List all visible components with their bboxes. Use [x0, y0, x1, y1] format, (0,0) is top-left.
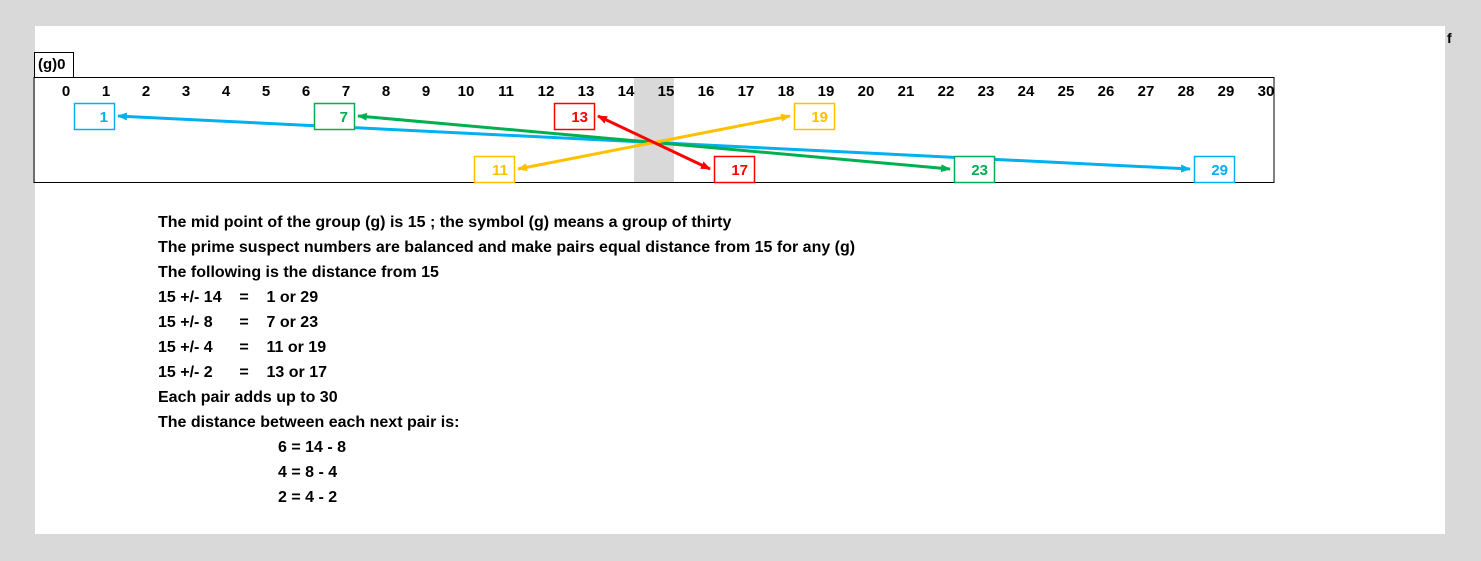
axis-number: 25 [1058, 83, 1075, 100]
axis-number: 1 [102, 83, 110, 100]
number-box-19: 19 [793, 102, 836, 131]
number-box-13: 13 [553, 102, 596, 131]
number-box-label: 19 [811, 109, 828, 126]
number-box-frame [953, 155, 996, 184]
number-boxes: 1 29 7 23 11 19 13 17 [73, 102, 1236, 184]
group-label: (g)0 [34, 52, 74, 77]
number-box-label: 29 [1211, 162, 1228, 179]
number-line-frame [33, 77, 1275, 183]
explanation-text: The mid point of the group (g) is 15 ; t… [158, 210, 855, 510]
axis-number: 7 [342, 83, 350, 100]
number-box-frame [713, 155, 756, 184]
note-line: The prime suspect numbers are balanced a… [158, 239, 856, 256]
axis-number: 26 [1098, 83, 1115, 100]
axis-number: 28 [1178, 83, 1195, 100]
number-box-label: 23 [971, 162, 988, 179]
axis-number: 15 [658, 83, 675, 100]
axis-number: 9 [422, 83, 430, 100]
axis-number: 0 [62, 83, 70, 100]
axis-number: 17 [738, 83, 755, 100]
axis-number: 19 [818, 83, 835, 100]
axis-number: 4 [222, 83, 231, 100]
number-box-7: 7 [313, 102, 356, 131]
axis-number: 27 [1138, 83, 1155, 100]
axis-number: 22 [938, 83, 955, 100]
number-box-11: 11 [473, 155, 516, 184]
axis-number: 23 [978, 83, 995, 100]
axis-number: 5 [262, 83, 270, 100]
pair-arrows [117, 112, 1191, 173]
number-box-label: 7 [340, 109, 348, 126]
note-line: The following is the distance from 15 [158, 264, 439, 281]
axis-number: 21 [898, 83, 915, 100]
axis-numbers: 0 1 2 3 4 5 6 7 8 9 10 11 12 13 14 15 16 17 18 19 20 21 22 23 24… [62, 83, 1275, 100]
axis-number: 30 [1258, 83, 1275, 100]
note-line: The distance between each next pair is: [158, 414, 460, 431]
calc-row: 4 = 8 - 4 [278, 464, 338, 481]
axis-number: 20 [858, 83, 875, 100]
number-box-label: 13 [571, 109, 588, 126]
axis-number: 24 [1018, 83, 1035, 100]
distance-row: 15 +/- 4 = 11 or 19 [158, 339, 327, 356]
distance-row: 15 +/- 14 = 1 or 29 [158, 289, 319, 306]
number-box-label: 17 [731, 162, 748, 179]
note-line: Each pair adds up to 30 [158, 389, 338, 406]
axis-number: 3 [182, 83, 190, 100]
number-box-frame [313, 102, 356, 131]
axis-number: 10 [458, 83, 475, 100]
number-box-1: 1 [73, 102, 116, 131]
number-box-frame [553, 102, 596, 131]
axis-number: 16 [698, 83, 715, 100]
calc-row: 6 = 14 - 8 [278, 439, 347, 456]
number-box-frame [1193, 155, 1236, 184]
note-line: The mid point of the group (g) is 15 ; t… [158, 214, 732, 231]
number-box-29: 29 [1193, 155, 1236, 184]
corner-label: f [1447, 30, 1452, 46]
axis-number: 6 [302, 83, 310, 100]
distance-row: 15 +/- 8 = 7 or 23 [158, 314, 319, 331]
calc-row: 2 = 4 - 2 [278, 489, 338, 506]
axis-number: 13 [578, 83, 595, 100]
axis-number: 2 [142, 83, 150, 100]
distance-row: 15 +/- 2 = 13 or 17 [158, 364, 327, 381]
pair-arrow-red [597, 114, 711, 171]
number-box-23: 23 [953, 155, 996, 184]
axis-number: 11 [498, 83, 514, 100]
axis-number: 18 [778, 83, 795, 100]
number-box-frame [73, 102, 116, 131]
axis-number: 29 [1218, 83, 1235, 100]
number-box-frame [793, 102, 836, 131]
number-box-17: 17 [713, 155, 756, 184]
worksheet-area [35, 26, 1445, 534]
number-box-label: 1 [100, 109, 108, 126]
axis-number: 14 [618, 83, 635, 100]
axis-number: 12 [538, 83, 555, 100]
number-box-frame [473, 155, 516, 184]
axis-number: 8 [382, 83, 390, 100]
number-box-label: 11 [492, 162, 508, 179]
